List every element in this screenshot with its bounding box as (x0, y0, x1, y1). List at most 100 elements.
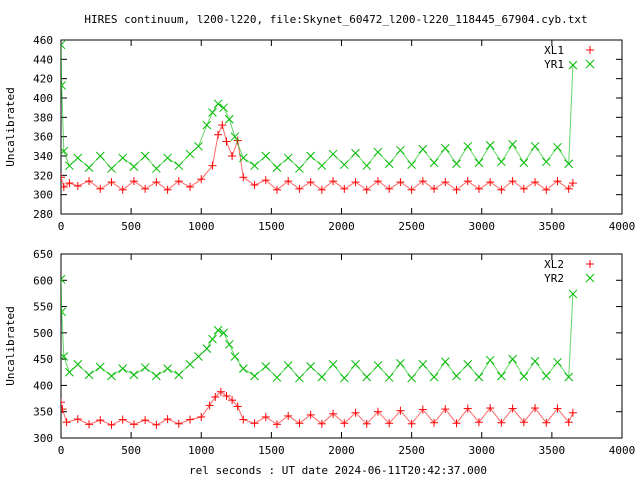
data-point (497, 185, 506, 194)
data-point (233, 402, 242, 411)
data-point (568, 289, 578, 299)
data-point (568, 408, 577, 417)
legend-label-xl1: XL1 (544, 44, 564, 57)
data-point (140, 363, 150, 372)
series-yr1 (61, 40, 578, 173)
data-point (224, 114, 234, 124)
data-point (339, 373, 349, 383)
y-tick-label: 300 (33, 189, 53, 202)
data-point (230, 132, 240, 142)
data-point (197, 175, 206, 184)
data-point (272, 373, 282, 382)
data-point (152, 420, 161, 429)
data-point (564, 418, 573, 427)
data-point (208, 161, 217, 170)
data-point (284, 411, 293, 420)
data-point (568, 60, 578, 70)
data-point (228, 152, 237, 160)
data-point (351, 360, 360, 369)
data-point (250, 181, 259, 189)
data-point (219, 103, 229, 113)
data-point (185, 149, 195, 159)
data-point (261, 151, 271, 161)
data-point (96, 416, 105, 425)
y-axis-label: Uncalibrated (4, 306, 17, 385)
data-point (194, 141, 203, 151)
data-point (418, 360, 428, 369)
data-point (272, 420, 281, 429)
x-tick-label: 500 (121, 220, 141, 233)
data-point (194, 352, 203, 361)
data-point (284, 177, 293, 186)
data-point (73, 153, 83, 163)
data-point (213, 99, 223, 109)
x-tick-label: 0 (58, 220, 65, 233)
data-point (62, 418, 71, 427)
y-tick-label: 500 (33, 327, 53, 340)
data-point (239, 173, 248, 182)
data-point (174, 161, 184, 171)
data-point (474, 372, 484, 382)
data-point (186, 182, 195, 191)
x-tick-label: 2000 (328, 220, 355, 233)
data-point (272, 163, 282, 172)
data-point (65, 161, 74, 171)
data-point (452, 419, 461, 428)
x-tick-label: 3000 (469, 444, 496, 457)
y-tick-label: 300 (33, 432, 53, 445)
data-point (96, 184, 105, 193)
data-point (250, 161, 259, 171)
data-point (107, 178, 116, 187)
data-point (373, 361, 383, 370)
data-point (272, 185, 281, 194)
data-point (61, 173, 65, 182)
data-point (61, 405, 67, 414)
data-point (238, 153, 248, 163)
data-point (553, 357, 562, 367)
data-point (441, 178, 450, 187)
data-point (463, 360, 473, 369)
data-point (84, 370, 94, 380)
data-point (519, 418, 528, 427)
top-panel: 280 300 320 340 360 380 400 420 440 460 0 500 1000 15… (4, 34, 635, 233)
data-point (396, 406, 405, 415)
data-point (430, 418, 439, 427)
data-point (385, 184, 394, 193)
data-point (202, 344, 212, 353)
data-point (85, 420, 94, 429)
data-point (340, 184, 349, 193)
data-point (174, 370, 184, 380)
bottom-panel: 300 350 400 450 500 550 600 650 0 500 1000 1500 2000… (4, 248, 635, 457)
data-point (373, 407, 382, 416)
legend-marker (586, 260, 594, 268)
data-point (373, 177, 382, 186)
data-point (129, 420, 138, 429)
data-point (407, 160, 416, 170)
x-tick-label: 0 (58, 444, 65, 457)
data-point (238, 364, 248, 373)
data-point (440, 143, 450, 153)
x-axis-label: rel seconds : UT date 2024-06-11T20:42:3… (189, 464, 487, 477)
series-xl2 (61, 387, 577, 429)
data-point (418, 144, 428, 154)
plot-frame (60, 253, 623, 439)
data-point (486, 404, 495, 413)
data-point (497, 418, 506, 427)
data-point (61, 307, 67, 317)
data-point (519, 158, 529, 168)
data-point (474, 158, 484, 168)
series-line (61, 123, 574, 191)
data-point (61, 81, 67, 90)
data-point (228, 396, 237, 405)
series-xl1 (61, 121, 577, 194)
series-line (61, 391, 574, 426)
x-tick-label: 1000 (188, 444, 215, 457)
data-point (211, 392, 220, 401)
data-point (163, 364, 172, 373)
data-point (163, 185, 172, 194)
data-point (186, 415, 195, 424)
data-point (508, 177, 517, 186)
data-point (530, 141, 540, 151)
x-tick-label: 3500 (539, 444, 566, 457)
